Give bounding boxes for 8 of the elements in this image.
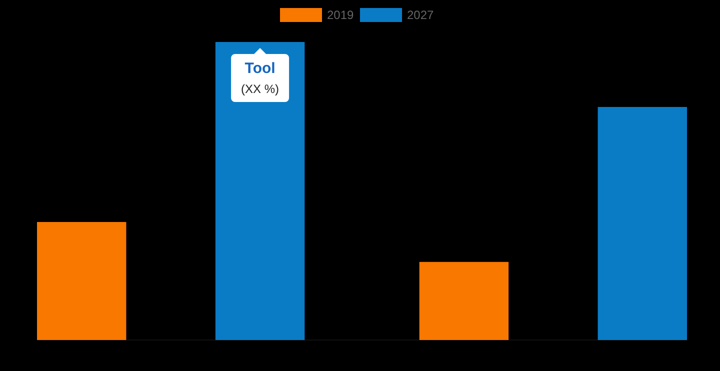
annotation: (XX %) [241, 82, 280, 96]
annotation: Tool [244, 60, 276, 77]
bar [37, 222, 126, 340]
legend-label: 2027 [407, 8, 434, 22]
bar [419, 262, 509, 340]
bar [215, 42, 305, 340]
bar [598, 106, 687, 340]
legend-label: 2019 [327, 8, 354, 22]
